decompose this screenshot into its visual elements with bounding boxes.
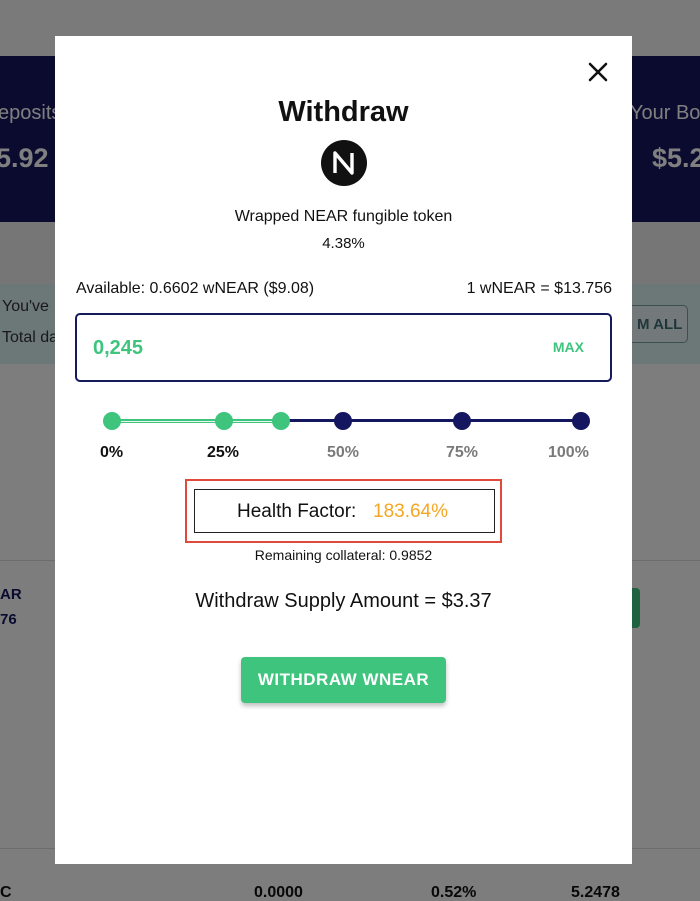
slider-label-75[interactable]: 75% [446, 444, 479, 461]
max-button[interactable]: MAX [552, 339, 584, 355]
slider-label-100[interactable]: 100% [548, 444, 589, 461]
close-button[interactable] [585, 59, 611, 85]
slider-thumb[interactable] [272, 412, 290, 430]
close-icon [588, 62, 608, 82]
token-name: Wrapped NEAR fungible token [234, 208, 453, 225]
amount-slider[interactable] [103, 410, 590, 432]
remaining-collateral: Remaining collateral: 0.9852 [254, 547, 433, 563]
modal-title: Withdraw [278, 96, 409, 128]
slider-mark-50[interactable] [334, 412, 352, 430]
slider-mark-25[interactable] [215, 412, 233, 430]
health-factor-label: Health Factor: [237, 501, 357, 522]
slider-label-25[interactable]: 25% [207, 444, 240, 461]
slider-track-remaining [281, 419, 581, 422]
available-balance: Available: 0.6602 wNEAR ($9.08) [76, 280, 315, 297]
health-factor-box: Health Factor: 183.64% [194, 489, 495, 533]
withdraw-supply-amount: Withdraw Supply Amount = $3.37 [195, 590, 492, 612]
amount-field[interactable]: MAX [75, 313, 612, 382]
token-price-rate: 1 wNEAR = $13.756 [466, 280, 612, 297]
slider-mark-100[interactable] [572, 412, 590, 430]
withdraw-modal: Withdraw Wrapped NEAR fungible token 4.3… [55, 36, 632, 864]
slider-label-50[interactable]: 50% [327, 444, 360, 461]
slider-mark-75[interactable] [453, 412, 471, 430]
amount-input[interactable] [93, 333, 493, 363]
slider-mark-0[interactable] [103, 412, 121, 430]
near-logo-icon [321, 140, 367, 186]
slider-track-highlight [105, 421, 281, 422]
withdraw-button[interactable]: WITHDRAW WNEAR [241, 657, 446, 703]
health-factor-highlight: Health Factor: 183.64% [185, 479, 502, 543]
health-factor-value: 183.64% [373, 501, 449, 522]
token-apy: 4.38% [322, 235, 365, 252]
slider-label-0[interactable]: 0% [100, 444, 124, 461]
